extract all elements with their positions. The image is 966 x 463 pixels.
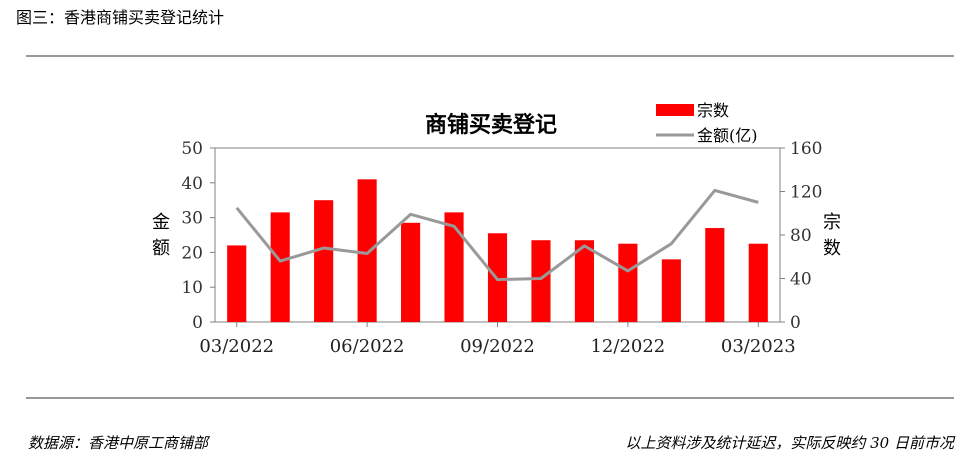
y-right-label-char: 宗	[823, 212, 841, 233]
top-divider	[26, 55, 954, 57]
y-right-tick-label: 40	[790, 270, 812, 290]
legend-line-label: 金额(亿)	[697, 126, 758, 145]
y-left-label-char: 金	[152, 212, 170, 233]
x-tick-label: 03/2023	[721, 336, 796, 357]
bar	[748, 243, 768, 322]
y-right-label-char: 数	[823, 238, 841, 259]
y-right-tick-label: 120	[790, 183, 822, 203]
bar	[270, 212, 290, 322]
bar	[444, 212, 464, 322]
bar	[531, 240, 551, 322]
line-path	[235, 188, 759, 282]
x-tick-label: 03/2022	[199, 336, 274, 357]
y-left-tick-label: 50	[181, 139, 203, 159]
chart-legend: 宗数 金额(亿)	[656, 101, 758, 145]
y-left-tick-label: 30	[181, 209, 203, 229]
y-right-tick-label: 160	[790, 139, 822, 159]
figure-title: 图三：香港商铺买卖登记统计	[16, 8, 225, 27]
chart-axes: 0 10 20 30 40 50 0 40 80 120 160 03/2022 06/2022 09/2…	[181, 139, 822, 357]
y-left-tick-label: 20	[181, 243, 203, 263]
y-right-tick-label: 0	[790, 313, 801, 333]
x-tick-label: 09/2022	[460, 336, 535, 357]
bar	[618, 243, 638, 322]
bar	[357, 179, 377, 322]
y-left-tick-label: 40	[181, 174, 203, 194]
delay-note: 以上资料涉及统计延迟，实际反映约 30 日前市况	[625, 434, 954, 452]
y-right-axis-label: 宗数	[823, 212, 841, 259]
y-left-axis-label: 金额	[152, 212, 170, 259]
bar	[227, 245, 247, 322]
bar	[705, 228, 725, 322]
bar	[574, 240, 594, 322]
bar	[661, 259, 681, 322]
y-left-tick-label: 10	[181, 278, 203, 298]
legend-bar-swatch	[656, 104, 694, 116]
x-tick-label: 06/2022	[330, 336, 405, 357]
chart-title: 商铺买卖登记	[425, 112, 557, 138]
y-left-tick-label: 0	[192, 313, 203, 333]
bar-series	[227, 179, 768, 322]
legend-bar-label: 宗数	[697, 101, 729, 120]
y-right-tick-label: 80	[790, 226, 812, 246]
x-tick-label: 12/2022	[590, 336, 665, 357]
line-series	[235, 188, 759, 282]
bar	[314, 200, 334, 322]
bar	[401, 222, 421, 322]
bottom-divider	[26, 397, 954, 399]
y-left-label-char: 额	[152, 238, 170, 259]
source-note: 数据源：香港中原工商铺部	[28, 434, 209, 452]
